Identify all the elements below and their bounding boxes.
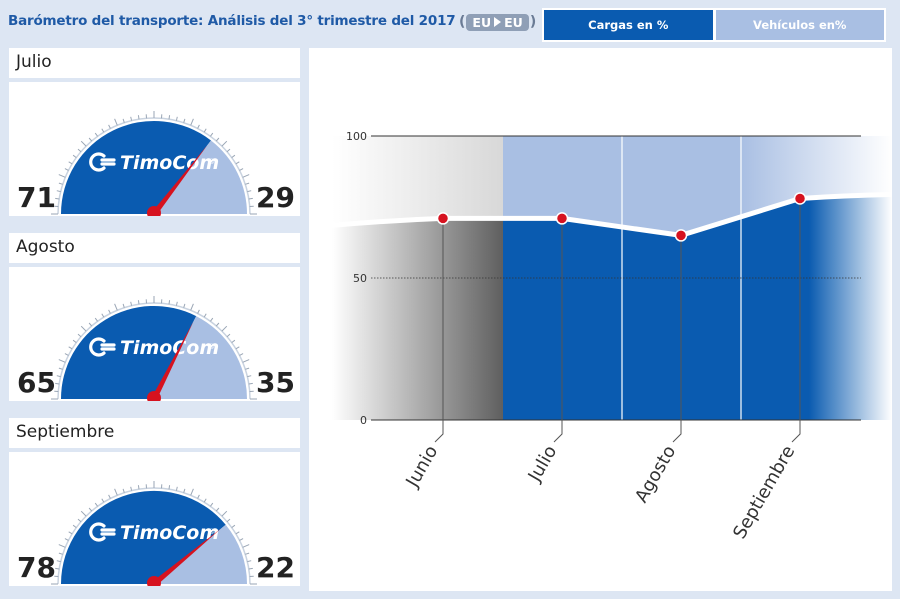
gauge-cargo-value: 78: [17, 551, 56, 584]
gauge-needle: [151, 321, 194, 401]
gauge-vehicle-sector: [154, 140, 247, 214]
y-tick-label: 0: [360, 414, 367, 427]
gauge-rim: [57, 302, 251, 400]
tab-vehiculos[interactable]: Vehículos en%: [715, 10, 884, 40]
chart-axis: Junio Julio Agosto Septiembre: [402, 442, 800, 543]
gauge-cargo-sector: [60, 490, 226, 584]
chart-panel: 0 50 100 Junio Julio Agosto Septiembre: [309, 48, 892, 591]
line-chart: 0 50 100 Junio Julio Agosto Septiembre: [331, 130, 892, 543]
gauge-septiembre: TimoCom®: [51, 481, 257, 586]
gauge-panel-septiembre: TimoCom ® 78 22: [9, 452, 300, 586]
route-paren-close: ): [529, 14, 537, 30]
data-point: [436, 212, 450, 225]
data-point: [674, 229, 688, 242]
timocom-mark-icon: [89, 522, 116, 542]
gauge-rim: [57, 487, 251, 585]
timocom-logo-text: TimoCom: [120, 337, 219, 359]
gauge-vehicle-value: 22: [256, 551, 295, 584]
timocom-logo: TimoCom®: [89, 522, 219, 544]
route-to: EU: [504, 14, 523, 30]
leader-line: [553, 218, 563, 443]
timocom-logo-text: TimoCom: [120, 522, 219, 544]
gauge-cargo-value: 65: [17, 366, 56, 399]
month-label-agosto: Agosto: [9, 233, 300, 263]
gauge-cargo-sector: [60, 305, 197, 399]
gauge-vehicle-sector: [154, 316, 247, 399]
gauge-rim: [57, 117, 251, 215]
chart-band-fill: [741, 194, 892, 420]
chart-grid: 0 50 100: [346, 130, 861, 427]
y-tick-label: 100: [346, 130, 367, 143]
month-label-text: Septiembre: [16, 422, 115, 442]
route-pill: EU EU: [466, 13, 529, 31]
tab-cargas[interactable]: Cargas en %: [544, 10, 713, 40]
leader-line: [672, 235, 682, 443]
gauge-vehicle-value: 29: [256, 181, 295, 214]
timocom-logo: TimoCom®: [89, 337, 219, 359]
top-bar: Barómetro del transporte: Análisis del 3…: [0, 0, 900, 44]
gauge-cargo-value: 71: [17, 181, 56, 214]
month-label-text: Agosto: [16, 237, 75, 257]
timocom-registered-mark: ®: [208, 343, 215, 351]
leader-line: [791, 198, 801, 443]
chart-band-fill: [332, 194, 503, 420]
data-point: [555, 212, 569, 225]
gauge-ticks: [51, 296, 257, 400]
gauge-julio: TimoCom®: [51, 111, 257, 216]
gauge-ticks: [51, 481, 257, 585]
gauge-vehicle-sector: [154, 524, 248, 584]
gauge-needle: [152, 528, 221, 586]
route-from: EU: [472, 14, 492, 30]
x-tick-label: Julio: [524, 442, 562, 486]
data-point: [793, 192, 807, 205]
timocom-logo-text: TimoCom: [120, 152, 219, 174]
timocom-registered-mark: ®: [208, 158, 215, 166]
page-title: Barómetro del transporte: Análisis del 3…: [8, 13, 456, 29]
gauge-panel-agosto: TimoCom ® 65 35: [9, 267, 300, 401]
timocom-mark-icon: [89, 152, 116, 172]
x-tick-label: Agosto: [631, 442, 680, 506]
x-tick-label: Septiembre: [729, 442, 799, 543]
arrow-right-icon: [494, 17, 502, 27]
chart-series: [331, 192, 892, 443]
x-tick-label: Junio: [402, 442, 443, 492]
gauge-panel-julio: TimoCom ® 71 29: [9, 82, 300, 216]
month-label-julio: Julio: [9, 48, 300, 78]
month-label-septiembre: Septiembre: [9, 418, 300, 448]
route-paren-open: (: [459, 14, 466, 30]
view-tabs: Cargas en % Vehículos en%: [542, 8, 886, 42]
gauge-vehicle-value: 35: [256, 366, 295, 399]
month-label-text: Julio: [16, 52, 52, 72]
gauge-agosto: TimoCom®: [51, 296, 257, 401]
timocom-mark-icon: [89, 337, 116, 357]
gauge-needle-hub: [147, 391, 161, 401]
gauge-needle: [151, 145, 208, 216]
leader-line: [434, 218, 444, 443]
gauge-ticks: [51, 111, 257, 215]
timocom-registered-mark: ®: [208, 528, 215, 536]
route-indicator: ( EU EU ): [459, 11, 536, 33]
gauge-needle-hub: [147, 206, 161, 216]
gauge-cargo-sector: [61, 120, 211, 214]
y-tick-label: 50: [353, 272, 367, 285]
gauge-needle-hub: [147, 576, 161, 586]
timocom-logo: TimoCom®: [89, 152, 219, 174]
